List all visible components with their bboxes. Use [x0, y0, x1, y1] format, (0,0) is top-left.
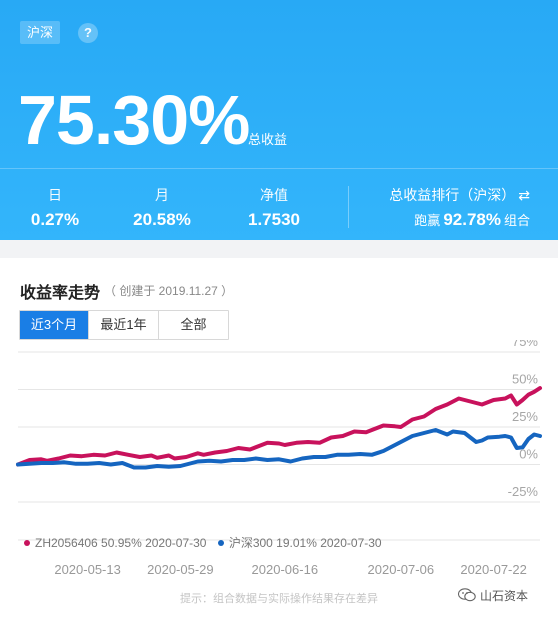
ranking-label: 总收益排行（沪深） ⇄ [380, 186, 530, 204]
stat-monthly-return: 月 20.58% [126, 186, 198, 231]
stat-value: 20.58% [133, 210, 191, 229]
trend-created-date: （ 创建于 2019.11.27 ） [104, 284, 234, 298]
portfolio-return-line [16, 386, 542, 467]
ranking-suffix: 组合 [503, 213, 530, 228]
stat-label: 月 [155, 187, 169, 203]
hs300-return-line [16, 428, 542, 470]
legend-dot [24, 540, 30, 546]
legend-item-hs300[interactable]: 沪深300 19.01% 2020-07-30 [217, 536, 382, 550]
help-icon-glyph: ? [84, 25, 92, 40]
section-separator [0, 240, 558, 258]
total-return-label: 总收益 [248, 132, 288, 147]
x-tick-label: 2020-07-06 [368, 562, 435, 577]
y-tick-label: 0% [519, 447, 538, 462]
legend-text: 沪深300 19.01% 2020-07-30 [228, 536, 382, 550]
stats-divider [348, 186, 349, 228]
legend-text: ZH2056406 50.95% 2020-07-30 [35, 536, 207, 550]
ranking-prefix: 跑赢 [414, 213, 441, 228]
y-tick-label: 75% [512, 340, 538, 349]
range-tabs: 近3个月 最近1年 全部 [19, 310, 229, 340]
tab-3-months[interactable]: 近3个月 [20, 311, 89, 339]
return-ranking[interactable]: 总收益排行（沪深） ⇄ 跑赢 92.78% 组合 [380, 186, 530, 232]
return-trend-chart[interactable]: 75% 50% 25% 0% -25% 2020-05-13 2020-05-29 2020-… [0, 340, 558, 610]
wechat-icon [458, 588, 476, 602]
legend-item-portfolio[interactable]: ZH2056406 50.95% 2020-07-30 [24, 536, 206, 550]
x-tick-label: 2020-06-16 [252, 562, 319, 577]
trend-title: 收益率走势 [20, 285, 101, 302]
tab-1-year[interactable]: 最近1年 [89, 311, 159, 339]
y-tick-label: 25% [512, 409, 538, 424]
ranking-value-line: 跑赢 92.78% 组合 [380, 209, 530, 232]
x-tick-label: 2020-05-29 [147, 562, 214, 577]
disclaimer-note: 提示：组合数据与实际操作结果存在差异 [180, 593, 378, 605]
watermark-text: 山石资本 [480, 589, 529, 603]
header-divider [0, 168, 558, 169]
summary-header: 沪深 ? 75.30% 总收益 日 0.27% 月 20.58% 净值 1.75… [0, 0, 558, 240]
market-tag[interactable]: 沪深 [20, 21, 61, 44]
ranking-percent: 92.78% [443, 210, 501, 229]
y-tick-label: -25% [508, 484, 539, 499]
stat-label: 净值 [260, 187, 288, 203]
stat-value: 1.7530 [248, 210, 300, 229]
stat-label: 日 [48, 187, 62, 203]
legend-dot [217, 540, 224, 546]
stat-daily-return: 日 0.27% [22, 186, 88, 231]
chart-legend: ZH2056406 50.95% 2020-07-30 沪深300 19.01%… [24, 534, 390, 551]
stat-net-value: 净值 1.7530 [238, 186, 310, 231]
help-icon[interactable]: ? [78, 23, 98, 43]
stat-value: 0.27% [30, 210, 80, 229]
swap-icon[interactable]: ⇄ [518, 187, 530, 203]
x-tick-label: 2020-07-22 [460, 562, 527, 577]
tab-all[interactable]: 全部 [159, 311, 228, 339]
ranking-title: 总收益排行（沪深） [389, 187, 516, 203]
x-tick-label: 2020-05-13 [54, 562, 121, 577]
watermark: 山石资本 [458, 587, 528, 604]
total-return-value: 75.30% [18, 81, 250, 159]
y-tick-label: 50% [512, 372, 538, 387]
